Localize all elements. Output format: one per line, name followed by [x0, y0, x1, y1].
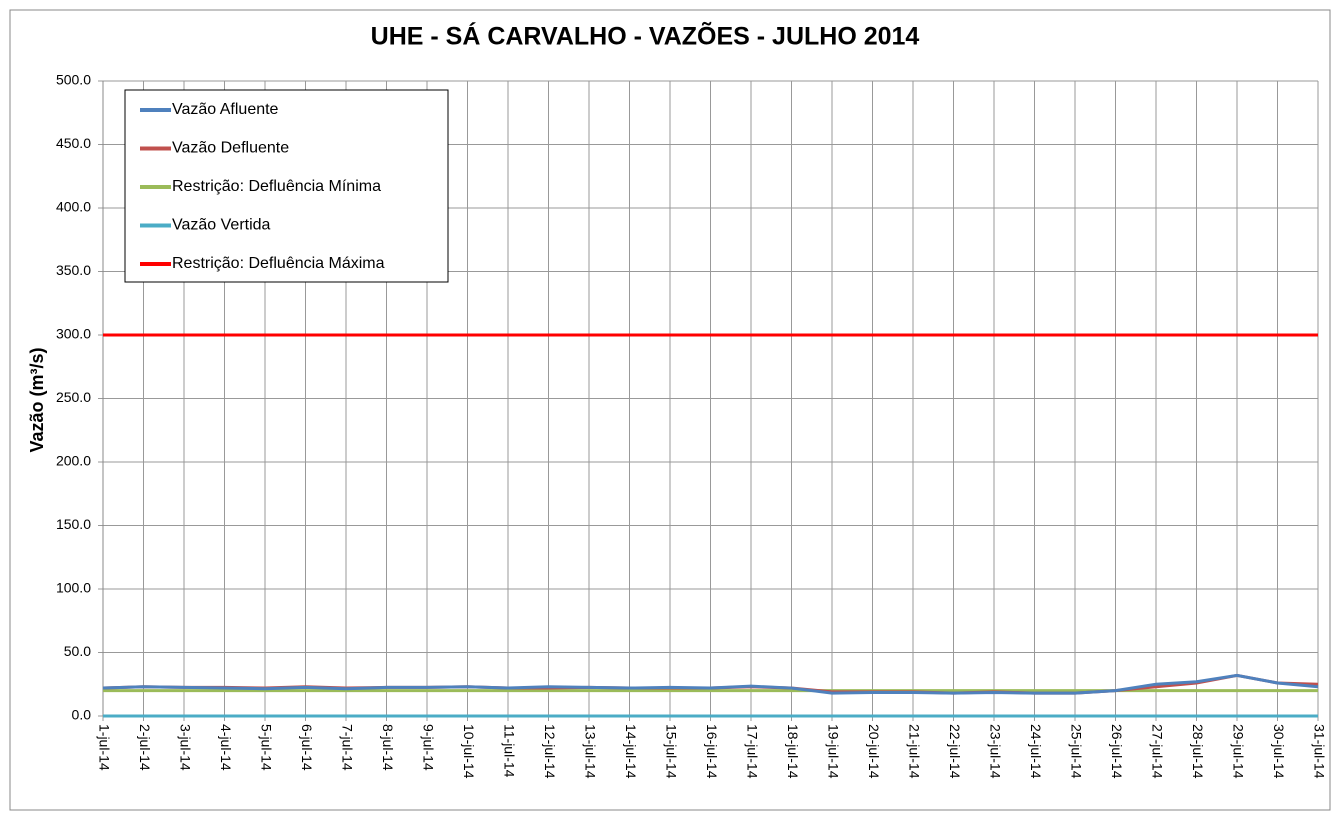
y-tick-label: 0.0	[72, 707, 92, 723]
x-tick-label: 27-jul-14	[1149, 724, 1165, 779]
x-tick-label: 29-jul-14	[1230, 724, 1246, 779]
legend-label: Vazão Afluente	[172, 101, 279, 118]
x-tick-label: 31-jul-14	[1311, 724, 1327, 779]
y-tick-label: 400.0	[56, 199, 91, 215]
x-tick-label: 26-jul-14	[1109, 724, 1125, 779]
x-tick-label: 3-jul-14	[177, 724, 193, 771]
chart-title: UHE - SÁ CARVALHO - VAZÕES - JULHO 2014	[371, 21, 920, 51]
y-tick-label: 500.0	[56, 72, 91, 88]
y-tick-label: 350.0	[56, 262, 91, 278]
x-tick-label: 11-jul-14	[501, 724, 517, 778]
x-tick-label: 6-jul-14	[299, 724, 315, 771]
y-tick-label: 300.0	[56, 326, 91, 342]
x-tick-label: 10-jul-14	[461, 724, 477, 779]
y-tick-label: 200.0	[56, 453, 91, 469]
x-tick-label: 8-jul-14	[380, 724, 396, 771]
y-tick-label: 250.0	[56, 389, 91, 405]
x-tick-label: 19-jul-14	[825, 724, 841, 779]
x-tick-label: 23-jul-14	[987, 724, 1003, 779]
x-tick-label: 20-jul-14	[866, 724, 882, 779]
x-tick-label: 22-jul-14	[947, 724, 963, 779]
x-tick-label: 1-jul-14	[96, 724, 112, 771]
y-tick-label: 450.0	[56, 135, 91, 151]
x-tick-label: 30-jul-14	[1271, 724, 1287, 779]
x-tick-label: 13-jul-14	[582, 724, 598, 779]
x-tick-label: 21-jul-14	[906, 724, 922, 779]
x-tick-label: 28-jul-14	[1190, 724, 1206, 779]
x-tick-label: 9-jul-14	[420, 724, 436, 771]
x-tick-label: 24-jul-14	[1028, 724, 1044, 779]
x-tick-label: 15-jul-14	[663, 724, 679, 779]
legend-label: Restrição: Defluência Mínima	[172, 178, 381, 195]
x-tick-label: 4-jul-14	[218, 724, 234, 771]
legend-label: Vazão Vertida	[172, 217, 271, 234]
x-tick-label: 16-jul-14	[704, 724, 720, 779]
x-tick-label: 5-jul-14	[258, 724, 274, 771]
x-tick-label: 2-jul-14	[137, 724, 153, 771]
x-tick-label: 25-jul-14	[1068, 724, 1084, 779]
y-tick-label: 100.0	[56, 580, 91, 596]
x-tick-label: 7-jul-14	[339, 724, 355, 771]
x-tick-label: 18-jul-14	[785, 724, 801, 779]
y-tick-label: 150.0	[56, 516, 91, 532]
legend-label: Vazão Defluente	[172, 140, 289, 157]
x-tick-label: 14-jul-14	[623, 724, 639, 779]
x-tick-label: 17-jul-14	[744, 724, 760, 779]
legend-box	[124, 89, 449, 283]
y-axis-label: Vazão (m³/s)	[27, 347, 47, 452]
y-tick-label: 50.0	[64, 643, 91, 659]
series-line	[102, 673, 1319, 695]
legend-label: Restrição: Defluência Máxima	[172, 255, 385, 272]
x-tick-label: 12-jul-14	[542, 724, 558, 779]
